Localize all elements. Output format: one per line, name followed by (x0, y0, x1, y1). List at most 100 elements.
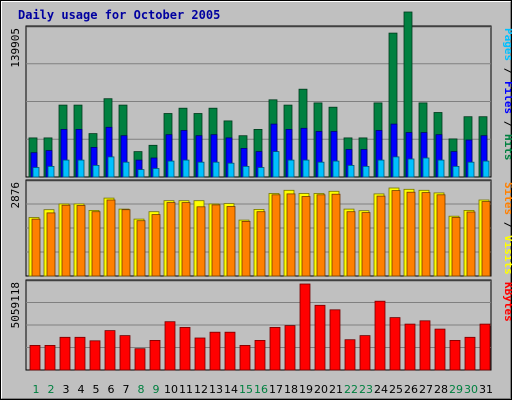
bar-kbytes-4 (74, 336, 86, 371)
x-tick-label-5: 5 (93, 383, 100, 396)
x-tick-label-28: 28 (434, 383, 448, 396)
legend-part-visits-1: / (502, 215, 512, 235)
bar-kbytes-23 (359, 335, 371, 371)
bar-sites-29 (451, 217, 461, 277)
bar-kbytes-20 (314, 304, 326, 371)
legend-part-kbytes-0: KBytes (502, 282, 512, 322)
x-tick-label-15: 15 (239, 383, 253, 396)
x-tick-label-16: 16 (254, 383, 268, 396)
x-tick-label-6: 6 (108, 383, 115, 396)
bar-pages-18 (287, 159, 295, 178)
bar-sites-5 (91, 211, 101, 277)
x-tick-label-23: 23 (359, 383, 373, 396)
x-tick-label-10: 10 (164, 383, 178, 396)
bar-pages-26 (407, 158, 415, 178)
x-tick-label-27: 27 (419, 383, 433, 396)
bar-sites-13 (211, 204, 221, 277)
bar-kbytes-18 (284, 325, 296, 371)
bar-kbytes-22 (344, 339, 356, 371)
x-tick-label-11: 11 (179, 383, 193, 396)
panel-kbytes-ymax-label: 5059118 (9, 282, 22, 328)
bar-pages-23 (362, 165, 370, 178)
chart-title: Daily usage for October 2005 (18, 8, 220, 22)
x-tick-label-19: 19 (299, 383, 313, 396)
bar-kbytes-27 (419, 320, 431, 371)
bar-kbytes-31 (479, 323, 491, 371)
bar-pages-27 (422, 157, 430, 178)
panel-visits-series-legend: Sites / Visits (502, 182, 512, 275)
bar-kbytes-11 (179, 326, 191, 371)
legend-part-visits-0: Sites (502, 182, 512, 215)
bar-kbytes-2 (44, 344, 56, 371)
bar-kbytes-6 (104, 330, 116, 371)
bar-kbytes-7 (119, 335, 131, 371)
bar-pages-8 (137, 169, 145, 178)
x-tick-label-2: 2 (48, 383, 55, 396)
bar-sites-4 (76, 205, 86, 277)
bar-sites-17 (271, 194, 281, 277)
bar-sites-12 (196, 206, 206, 277)
bar-kbytes-26 (404, 323, 416, 371)
x-tick-label-18: 18 (284, 383, 298, 396)
x-tick-label-26: 26 (404, 383, 418, 396)
x-tick-label-25: 25 (389, 383, 403, 396)
x-tick-label-1: 1 (33, 383, 40, 396)
bar-sites-28 (436, 194, 446, 277)
bar-pages-29 (452, 165, 460, 178)
bar-sites-16 (256, 211, 266, 277)
panel-hits-series-legend: Pages / Files / Hits (502, 28, 512, 161)
panel-kbytes-series-legend: KBytes (502, 282, 512, 322)
bar-kbytes-16 (254, 339, 266, 371)
bar-pages-10 (167, 160, 175, 178)
x-tick-label-12: 12 (194, 383, 208, 396)
bar-kbytes-13 (209, 331, 221, 371)
bar-kbytes-9 (149, 339, 161, 371)
bar-pages-11 (182, 159, 190, 178)
bar-pages-25 (392, 156, 400, 178)
bar-sites-23 (361, 212, 371, 277)
x-tick-label-22: 22 (344, 383, 358, 396)
bar-pages-17 (272, 151, 280, 178)
bar-sites-1 (31, 218, 41, 277)
bar-sites-26 (406, 191, 416, 277)
bar-sites-10 (166, 202, 176, 277)
bar-pages-6 (107, 156, 115, 178)
bar-sites-15 (241, 220, 251, 277)
x-tick-label-30: 30 (464, 383, 478, 396)
panel-visits-ymax-label: 2876 (9, 182, 22, 209)
legend-part-visits-2: Visits (502, 235, 512, 275)
bar-pages-7 (122, 161, 130, 178)
bar-kbytes-10 (164, 321, 176, 371)
bar-pages-21 (332, 160, 340, 178)
bar-kbytes-19 (299, 283, 311, 371)
bar-sites-24 (376, 195, 386, 277)
bar-kbytes-24 (374, 300, 386, 371)
bar-kbytes-8 (134, 348, 146, 371)
bar-kbytes-21 (329, 309, 341, 371)
bar-sites-3 (61, 204, 71, 277)
x-tick-label-8: 8 (138, 383, 145, 396)
bar-kbytes-15 (239, 344, 251, 371)
bar-kbytes-30 (464, 336, 476, 371)
bar-sites-31 (481, 201, 491, 277)
bar-pages-5 (92, 164, 100, 178)
bar-pages-1 (32, 167, 40, 178)
legend-part-hits-3: / (502, 114, 512, 134)
bar-sites-25 (391, 190, 401, 277)
bar-sites-8 (136, 220, 146, 277)
bar-kbytes-1 (29, 344, 41, 371)
bar-sites-19 (301, 196, 311, 277)
bar-pages-30 (467, 161, 475, 178)
bar-pages-31 (482, 160, 490, 178)
bar-sites-9 (151, 214, 161, 277)
bar-pages-12 (197, 161, 205, 178)
x-tick-label-14: 14 (224, 383, 238, 396)
bar-pages-4 (77, 159, 85, 178)
bar-pages-13 (212, 161, 220, 178)
bar-sites-30 (466, 211, 476, 277)
bar-pages-2 (47, 165, 55, 178)
x-tick-label-17: 17 (269, 383, 283, 396)
bar-kbytes-29 (449, 339, 461, 371)
